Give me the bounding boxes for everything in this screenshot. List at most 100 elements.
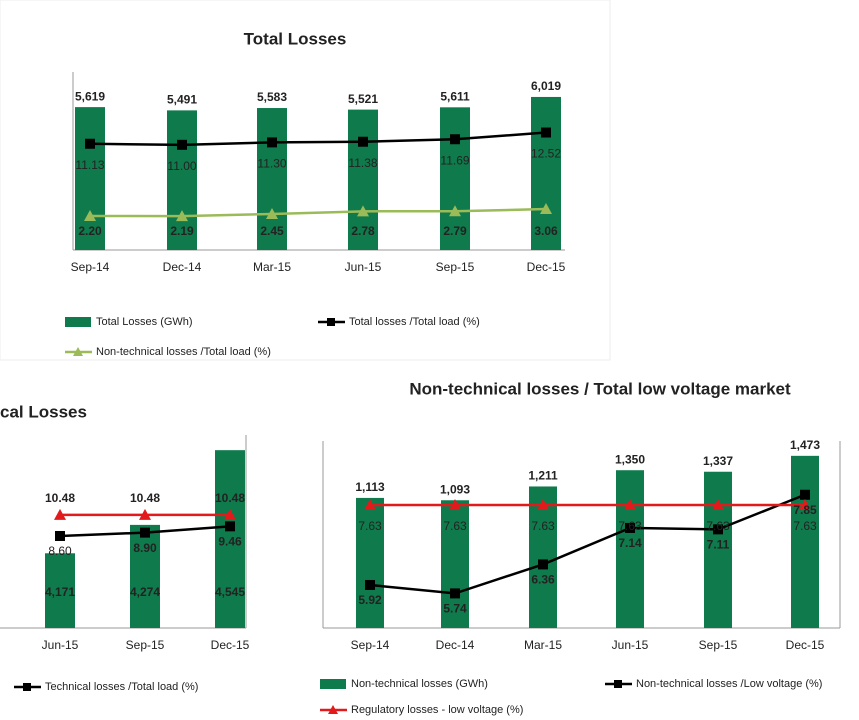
- legend-marker: [614, 680, 622, 688]
- line-marker: [177, 139, 187, 150]
- line-marker: [540, 203, 552, 215]
- line: [369, 493, 806, 595]
- data-label: 5.74: [443, 602, 467, 616]
- data-label: 2.19: [170, 224, 194, 238]
- data-label: 8.90: [133, 541, 157, 555]
- x-tick-label: Dec-15: [786, 638, 825, 652]
- data-label: 1,113: [355, 480, 385, 494]
- data-label: 1,093: [440, 482, 470, 496]
- line-marker: [54, 508, 66, 520]
- bar: [791, 455, 819, 628]
- line-marker: [85, 138, 95, 149]
- line-marker: [267, 137, 277, 148]
- data-label: 1,337: [703, 454, 733, 468]
- data-label: 5,619: [75, 89, 105, 103]
- data-label: 7.63: [618, 519, 642, 533]
- legend-marker: [23, 683, 31, 691]
- data-label: 1,211: [528, 469, 558, 483]
- line-marker: [176, 210, 188, 222]
- line-marker: [358, 136, 368, 147]
- data-label: 1,350: [615, 452, 645, 466]
- data-label: 11.00: [167, 159, 196, 173]
- data-label: 11.30: [257, 157, 286, 171]
- data-label: 4,274: [130, 585, 160, 599]
- line-marker: [365, 579, 375, 590]
- data-label: 2.79: [443, 224, 467, 238]
- x-tick-label: Dec-14: [163, 260, 202, 274]
- line-marker: [713, 524, 723, 535]
- line-marker: [712, 499, 724, 511]
- chart-title: Non-technical losses / Total low voltage…: [409, 379, 791, 398]
- x-tick-label: Dec-15: [211, 638, 250, 652]
- data-label: 5,611: [440, 89, 470, 103]
- line-marker: [538, 559, 548, 570]
- data-label: 7.11: [707, 538, 730, 552]
- data-label: 7.63: [358, 519, 382, 533]
- line: [89, 131, 547, 147]
- line-marker: [537, 499, 549, 511]
- data-label: 9.46: [218, 535, 242, 549]
- bar: [130, 524, 160, 628]
- data-label: 7.63: [531, 519, 555, 533]
- x-tick-label: Dec-14: [436, 638, 475, 652]
- bar: [529, 486, 557, 628]
- legend-label: Total losses /Total load (%): [349, 316, 480, 328]
- data-label: 3.06: [534, 224, 558, 238]
- chart-title: Total Losses: [244, 29, 347, 48]
- line-marker: [450, 134, 460, 145]
- bar: [215, 450, 245, 628]
- data-label: 5,583: [257, 90, 287, 104]
- data-label: 6.36: [531, 573, 555, 587]
- data-label: 7.63: [793, 519, 817, 533]
- legend-marker: [73, 347, 83, 356]
- data-label: 4,545: [215, 585, 245, 599]
- data-label: 7.63: [443, 519, 467, 533]
- line-marker: [84, 210, 96, 222]
- legend-swatch: [320, 679, 346, 689]
- data-label: 10.48: [215, 491, 245, 505]
- x-tick-label: Dec-15: [527, 260, 566, 274]
- x-tick-label: Mar-15: [253, 260, 291, 274]
- data-label: 2.45: [260, 224, 284, 238]
- line-marker: [625, 522, 635, 533]
- legend-label: Technical losses /Total load (%): [45, 681, 198, 693]
- line-marker: [364, 499, 376, 511]
- x-tick-label: Sep-15: [436, 260, 475, 274]
- data-label: 11.38: [348, 156, 377, 170]
- bar: [348, 109, 378, 250]
- line-marker: [139, 508, 151, 520]
- line-marker: [541, 127, 551, 138]
- data-label: 12.52: [531, 147, 561, 161]
- x-tick-label: Jun-15: [42, 638, 79, 652]
- line-marker: [266, 207, 278, 219]
- bar: [356, 497, 384, 628]
- line-marker: [449, 205, 461, 217]
- data-label: 5.92: [358, 593, 382, 607]
- x-tick-label: Sep-14: [351, 638, 390, 652]
- data-label: 5,521: [348, 92, 378, 106]
- data-label: 5,491: [167, 93, 197, 107]
- line-marker: [55, 530, 65, 541]
- data-label: 7.85: [793, 503, 817, 517]
- x-tick-label: Sep-15: [699, 638, 738, 652]
- bar: [616, 470, 644, 628]
- bar: [45, 553, 75, 628]
- line-marker: [140, 527, 150, 538]
- data-label: 11.69: [440, 153, 469, 167]
- data-label: 8.60: [48, 544, 72, 558]
- x-tick-label: Sep-14: [71, 260, 110, 274]
- data-label: 2.20: [78, 224, 102, 238]
- x-tick-label: Jun-15: [612, 638, 649, 652]
- line-marker: [224, 508, 236, 520]
- bar: [531, 96, 561, 250]
- x-tick-label: Sep-15: [126, 638, 165, 652]
- legend-swatch: [65, 317, 91, 327]
- x-tick-label: Mar-15: [524, 638, 562, 652]
- legend-label: Non-technical losses /Total load (%): [96, 346, 271, 358]
- data-label: 10.48: [45, 491, 75, 505]
- x-tick-label: Jun-15: [345, 260, 382, 274]
- data-label: 4,171: [45, 585, 75, 599]
- bar: [441, 500, 469, 628]
- data-label: 10.48: [130, 491, 160, 505]
